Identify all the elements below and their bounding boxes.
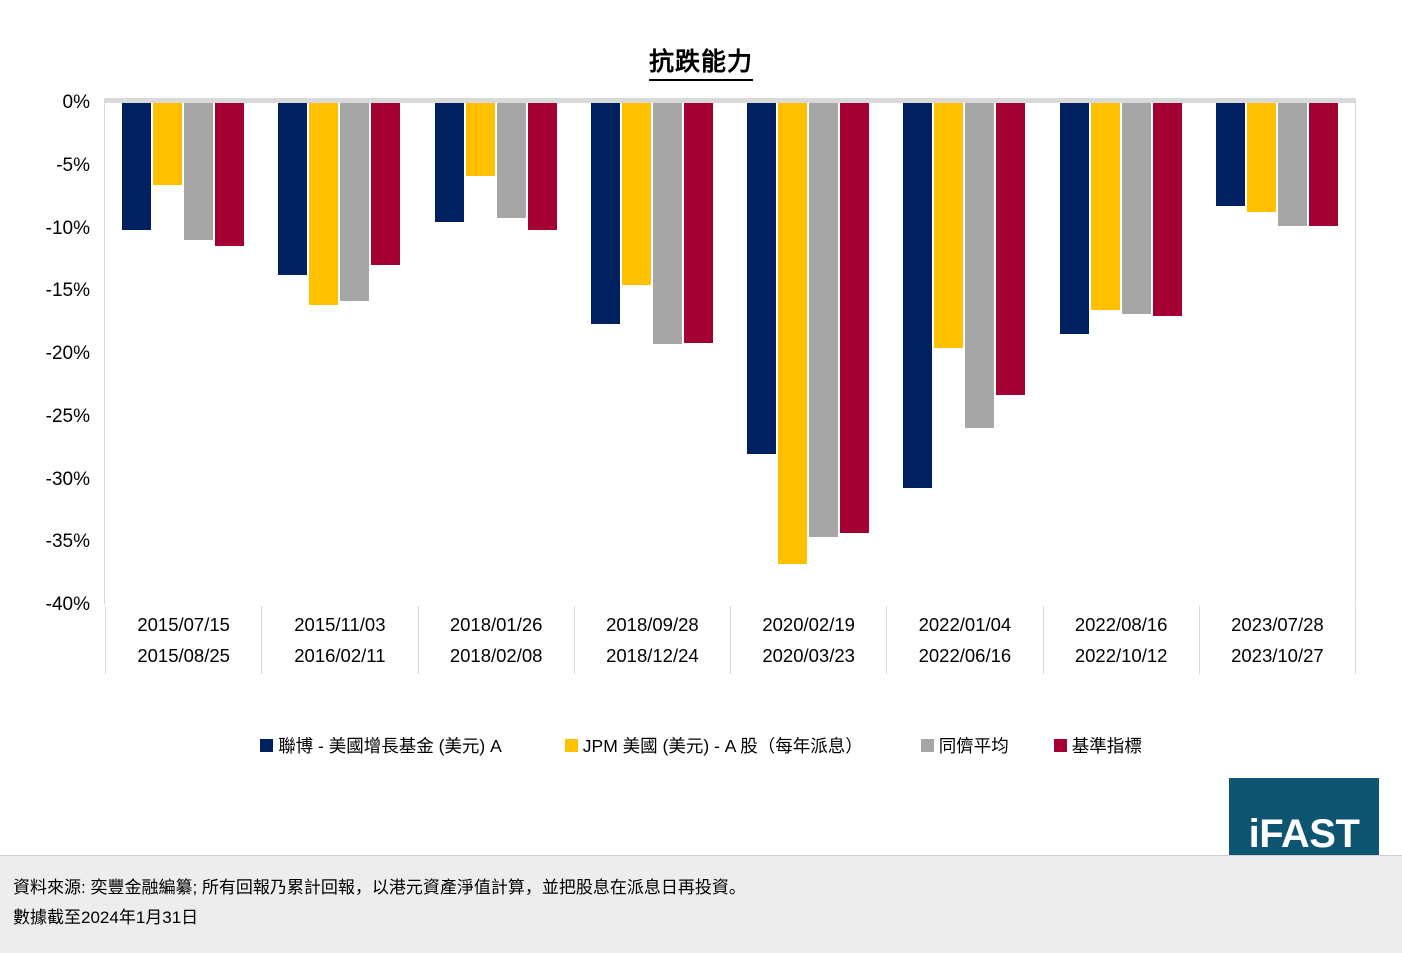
- bar: [1308, 103, 1338, 226]
- date-end: 2015/08/25: [137, 645, 230, 666]
- chart-card: 抗跌能力 0% -5% -10% -15% -20% -25% -30% -35% -40% 2…: [0, 42, 1402, 890]
- date-end: 2022/06/16: [918, 645, 1012, 666]
- y-axis-tick-label: 0%: [62, 92, 90, 113]
- date-end: 2020/03/23: [762, 645, 855, 666]
- bar-group: [574, 103, 730, 605]
- date-range-cell: 2022/08/16 2022/10/12: [1042, 606, 1199, 674]
- legend-item[interactable]: 基準指標: [1053, 733, 1142, 758]
- date-start: 2015/07/15: [137, 614, 230, 635]
- bar: [465, 103, 495, 176]
- bar-group: [105, 103, 261, 605]
- y-axis-tick-label: -5%: [56, 154, 90, 176]
- chart-legend: 聯博 - 美國增長基金 (美元) A JPM 美國 (美元) - A 股（每年派息…: [0, 733, 1402, 758]
- bar-group: [730, 103, 886, 605]
- footer-source-text: 資料來源: 奕豐金融編纂; 所有回報乃累計回報，以港元資產淨值計算，並把股息在派…: [13, 878, 746, 897]
- date-range-cell: 2023/07/28 2023/10/27: [1198, 606, 1356, 674]
- bar-group: [1199, 103, 1355, 605]
- y-axis-tick-label: -35%: [45, 531, 90, 553]
- date-end: 2016/02/11: [294, 645, 386, 666]
- date-start: 2023/07/28: [1231, 614, 1324, 635]
- legend-label: 同儕平均: [938, 736, 1009, 756]
- legend-label: JPM 美國 (美元) - A 股（每年派息）: [582, 736, 863, 756]
- y-axis-line: [104, 98, 105, 605]
- bar: [434, 103, 464, 223]
- bar: [122, 103, 152, 230]
- footer-asof-text: 數據截至2024年1月31日: [13, 908, 199, 927]
- bar: [934, 103, 964, 348]
- bar: [340, 103, 370, 302]
- bar: [215, 103, 245, 247]
- date-range-cell: 2020/02/19 2020/03/23: [730, 606, 886, 674]
- y-axis-tick-label: -10%: [45, 217, 90, 239]
- bar-group: [886, 103, 1042, 605]
- bar: [809, 103, 839, 538]
- chart-title-text: 抗跌能力: [648, 48, 753, 81]
- date-range-cell: 2015/07/15 2015/08/25: [105, 606, 261, 674]
- bar: [153, 103, 183, 185]
- date-start: 2018/01/26: [449, 614, 543, 635]
- date-range-table: 2015/07/15 2015/08/25 2015/11/03 2016/02/11…: [105, 606, 1356, 674]
- date-range-cell: 2018/09/28 2018/12/24: [573, 606, 730, 674]
- bar: [778, 103, 808, 564]
- date-end: 2022/10/12: [1074, 645, 1168, 666]
- bar: [1152, 103, 1182, 317]
- date-end: 2023/10/27: [1231, 645, 1324, 666]
- legend-swatch-icon: [260, 739, 274, 752]
- plot-area: [104, 98, 1356, 605]
- date-start: 2015/11/03: [294, 614, 386, 635]
- bar: [652, 103, 682, 344]
- legend-item[interactable]: JPM 美國 (美元) - A 股（每年派息）: [564, 733, 863, 758]
- bar-group: [1043, 103, 1199, 605]
- zero-baseline: [105, 98, 1355, 103]
- bar: [683, 103, 713, 343]
- date-range-cell: 2015/11/03 2016/02/11: [261, 606, 417, 674]
- bar: [371, 103, 401, 265]
- legend-label: 基準指標: [1071, 736, 1142, 756]
- legend-swatch-icon: [1053, 739, 1067, 752]
- date-end: 2018/02/08: [449, 645, 543, 666]
- date-start: 2020/02/19: [762, 614, 855, 635]
- bar: [278, 103, 308, 275]
- legend-item[interactable]: 聯博 - 美國增長基金 (美元) A: [260, 733, 502, 758]
- bar: [1090, 103, 1120, 311]
- y-axis-tick-label: -40%: [45, 594, 90, 615]
- bar: [1246, 103, 1276, 213]
- legend-swatch-icon: [920, 739, 934, 752]
- ifast-logo-text: iFAST: [1248, 811, 1360, 856]
- bar-group: [261, 103, 417, 605]
- y-axis-tick-label: -30%: [45, 468, 90, 490]
- y-axis-tick-label: -20%: [45, 343, 90, 364]
- date-start: 2022/08/16: [1074, 614, 1168, 635]
- bar: [1277, 103, 1307, 226]
- date-end: 2018/12/24: [606, 645, 699, 666]
- bar: [621, 103, 651, 285]
- bar: [590, 103, 620, 324]
- date-start: 2018/09/28: [606, 614, 699, 635]
- chart-title: 抗跌能力: [0, 42, 1402, 81]
- y-axis-tick-label: -25%: [45, 405, 90, 427]
- bar: [184, 103, 214, 240]
- bar: [903, 103, 933, 489]
- bar: [965, 103, 995, 429]
- bar: [1215, 103, 1245, 206]
- legend-item[interactable]: 同儕平均: [920, 733, 1009, 758]
- bar: [527, 103, 557, 230]
- bar: [496, 103, 526, 219]
- bar: [1059, 103, 1089, 334]
- date-start: 2022/01/04: [918, 614, 1012, 635]
- legend-label: 聯博 - 美國增長基金 (美元) A: [278, 736, 502, 756]
- bar: [309, 103, 339, 306]
- bar: [840, 103, 870, 534]
- bar: [996, 103, 1026, 396]
- y-axis-tick-label: -15%: [45, 280, 90, 302]
- footer-bar: 資料來源: 奕豐金融編纂; 所有回報乃累計回報，以港元資產淨值計算，並把股息在派…: [0, 855, 1402, 953]
- bar-group: [418, 103, 574, 605]
- date-range-cell: 2022/01/04 2022/06/16: [886, 606, 1042, 674]
- plot-right-border: [1355, 98, 1356, 605]
- legend-swatch-icon: [564, 739, 578, 752]
- date-range-cell: 2018/01/26 2018/02/08: [417, 606, 574, 674]
- bar: [747, 103, 777, 455]
- bar: [1121, 103, 1151, 314]
